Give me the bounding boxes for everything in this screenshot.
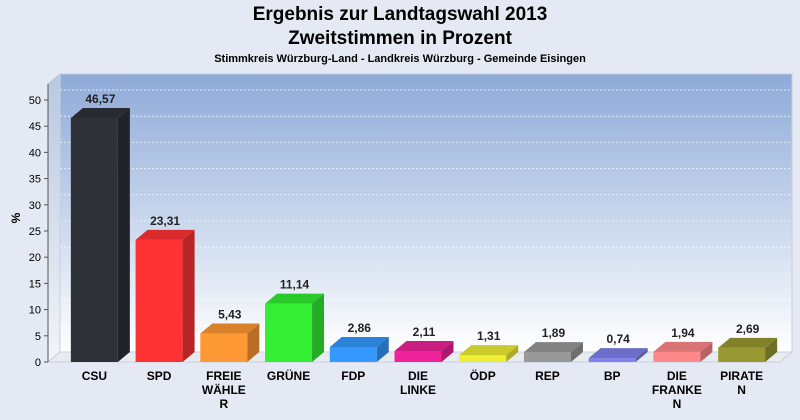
x-tick-label: FDP: [341, 369, 365, 383]
y-tick-label: 25: [29, 226, 41, 238]
data-label: 23,31: [150, 214, 180, 228]
x-tick-label: DIE FRANKE N: [652, 369, 702, 411]
data-label: 5,43: [218, 308, 242, 322]
data-label: 0,74: [607, 332, 631, 346]
y-tick-label: 45: [29, 121, 41, 133]
x-tick-label: BP: [604, 369, 621, 383]
data-label: 1,89: [542, 326, 566, 340]
y-tick-label: 10: [29, 305, 41, 317]
bar: [200, 323, 260, 362]
bar: [588, 348, 648, 362]
bar: [265, 293, 325, 362]
data-label: 1,94: [671, 326, 695, 340]
x-tick-label: SPD: [147, 369, 172, 383]
bar: [523, 342, 583, 362]
data-label: 2,86: [348, 321, 372, 335]
plot-side-wall: [47, 72, 61, 364]
y-tick-label: 50: [29, 95, 41, 107]
x-tick-label: PIRATE N: [720, 369, 763, 397]
y-tick-label: 20: [29, 252, 41, 264]
data-label: 2,69: [736, 322, 760, 336]
y-tick-label: 15: [29, 278, 41, 290]
data-label: 46,57: [85, 92, 115, 106]
data-label: 11,14: [280, 278, 310, 292]
bar: [459, 345, 519, 362]
x-tick-label: CSU: [82, 369, 107, 383]
x-tick-label: DIE LINKE: [400, 369, 436, 397]
bar: [135, 229, 195, 362]
bar: [394, 340, 454, 362]
chart-subtitle: Zweitstimmen in Prozent: [288, 28, 512, 49]
bar: [653, 341, 713, 362]
bar: [718, 337, 778, 362]
x-tick-label: GRÜNE: [267, 368, 310, 383]
y-axis-label: %: [9, 212, 23, 223]
chart-region-subtitle: Stimmkreis Würzburg-Land - Landkreis Wür…: [214, 53, 586, 65]
y-tick-label: 0: [35, 357, 41, 369]
x-tick-label: ÖDP: [470, 368, 496, 383]
data-label: 2,11: [413, 325, 436, 339]
x-tick-label: FREIE WÄHLE R: [202, 369, 246, 411]
y-tick-label: 35: [29, 174, 41, 186]
chart-title: Ergebnis zur Landtagswahl 2013: [252, 4, 548, 25]
x-tick-label: REP: [535, 369, 560, 383]
y-tick-label: 30: [29, 200, 41, 212]
data-label: 1,31: [477, 329, 501, 343]
y-tick-label: 5: [35, 331, 41, 343]
bar: [329, 337, 389, 362]
y-tick-label: 40: [29, 147, 41, 159]
bar: [70, 107, 130, 362]
